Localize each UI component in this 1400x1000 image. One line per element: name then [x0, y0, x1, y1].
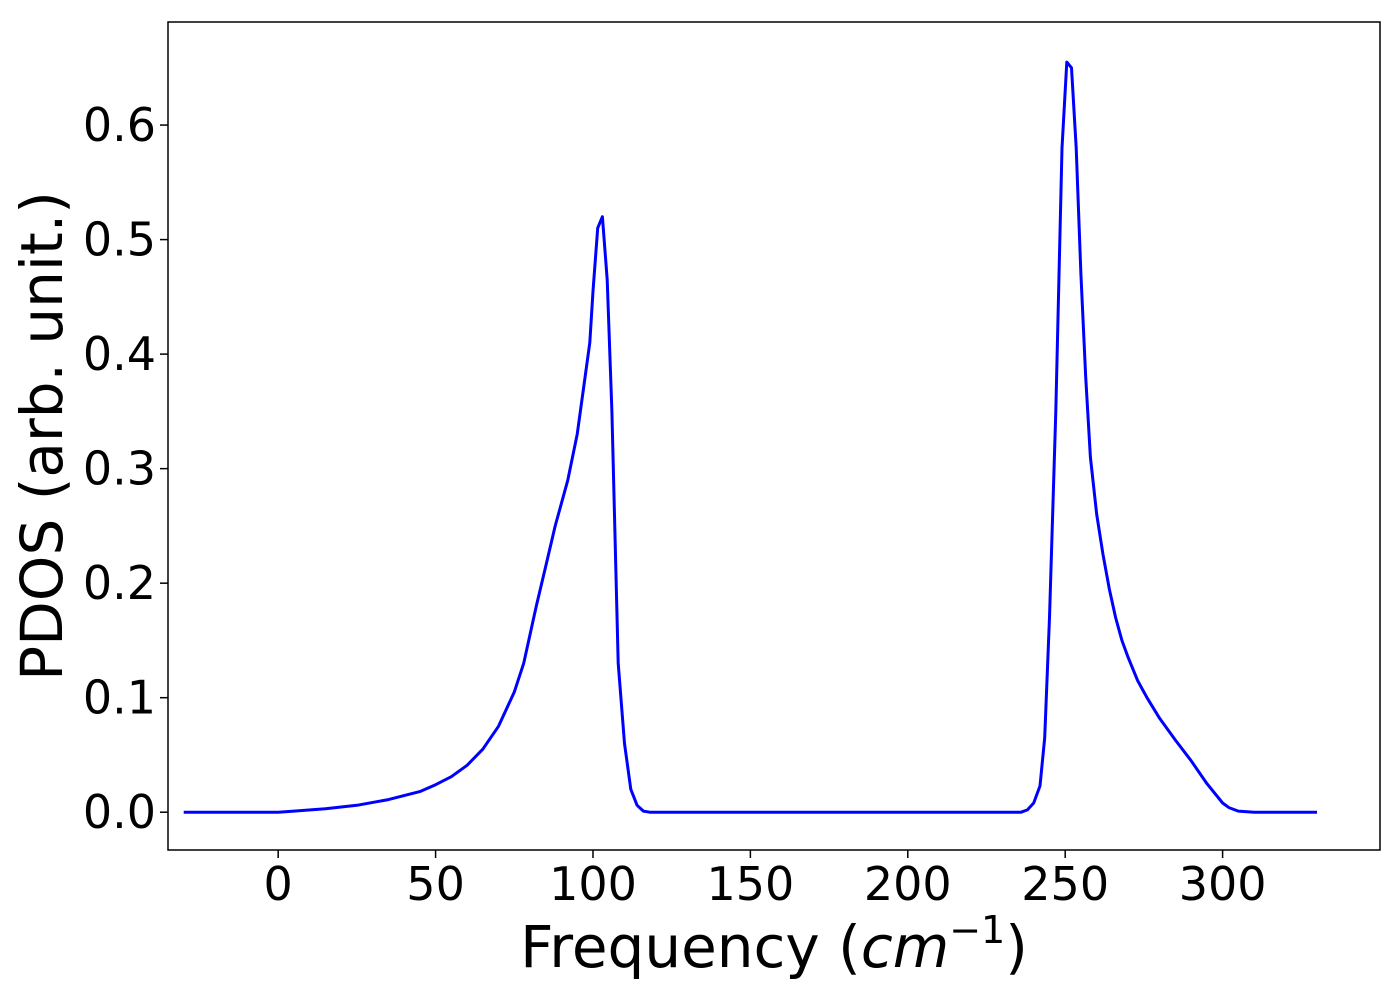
x-tick-label: 200 [864, 857, 952, 911]
x-axis-label-superscript: −1 [949, 908, 1005, 952]
x-tick-label: 250 [1021, 857, 1109, 911]
x-tick-label: 100 [549, 857, 637, 911]
x-axis-label-math: cm [861, 913, 949, 981]
x-tick-label: 150 [706, 857, 794, 911]
y-tick-label: 0.2 [83, 556, 156, 610]
y-axis-ticks: 0.0 0.1 0.2 0.3 0.4 0.5 0.6 [83, 98, 168, 839]
plot-area [167, 21, 1381, 851]
x-axis-label-text: Frequency ( [520, 913, 861, 981]
y-tick-label: 0.0 [83, 785, 156, 839]
x-tick-label: 300 [1179, 857, 1267, 911]
x-tick-label: 50 [406, 857, 465, 911]
y-tick-label: 0.3 [83, 442, 156, 496]
x-axis-label: Frequency (cm−1) [520, 908, 1028, 981]
x-axis-label-close: ) [1005, 913, 1028, 981]
x-axis-ticks: 0 50 100 150 200 250 300 [264, 850, 1267, 911]
x-tick-label: 0 [264, 857, 293, 911]
y-tick-label: 0.5 [83, 213, 156, 267]
y-tick-label: 0.1 [83, 671, 156, 725]
y-tick-label: 0.6 [83, 98, 156, 152]
y-tick-label: 0.4 [83, 327, 156, 381]
y-axis-label: PDOS (arb. unit.) [8, 191, 76, 681]
pdos-series-line [183, 60, 1317, 814]
